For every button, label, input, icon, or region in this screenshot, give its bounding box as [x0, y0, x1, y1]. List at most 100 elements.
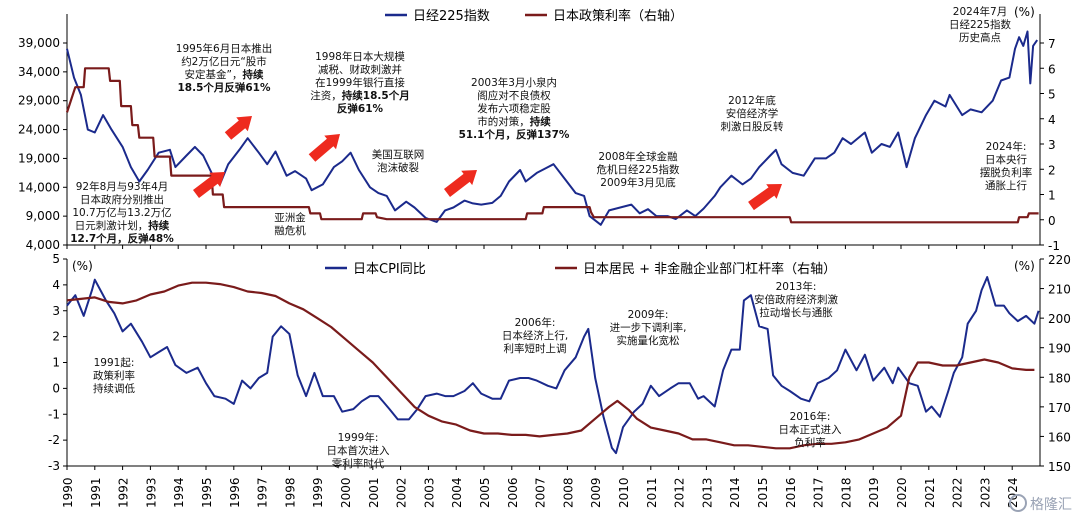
- arrow-icon: [748, 184, 782, 211]
- right-tick-label: 170: [1048, 401, 1071, 415]
- annotation-line: 2016年:: [790, 410, 831, 423]
- watermark: 格隆汇: [1009, 494, 1072, 514]
- x-tick-label: 1997: [256, 477, 270, 508]
- series-line-bottom-0: [66, 276, 1040, 455]
- annotation-a8: 2024年:日本央行摆脱负利率通胀上行: [980, 140, 1033, 192]
- watermark-logo-icon: [1009, 494, 1027, 512]
- annotation-line: 1995年6月日本推出: [176, 42, 272, 55]
- left-tick-label: 5: [52, 252, 60, 266]
- x-tick-label: 2021: [923, 477, 937, 508]
- annotation-line: 摆脱负利率: [980, 166, 1033, 179]
- right-tick-label: 4: [1048, 113, 1056, 127]
- x-tick-label: 2007: [534, 477, 548, 508]
- annotation-line: 安定基金”，持续: [185, 68, 264, 81]
- right-tick-label: 0: [1048, 214, 1056, 228]
- annotation-line: 利率短时上调: [504, 342, 567, 355]
- left-tick-label: 3: [52, 304, 60, 318]
- left-tick-label: 4,000: [26, 238, 60, 252]
- x-tick-label: 1990: [61, 477, 75, 508]
- annotation-line: 1991起:: [94, 357, 135, 369]
- annotation-line: 日本经济上行,: [502, 329, 568, 342]
- x-tick-label: 2016: [784, 477, 798, 508]
- annotation-line: 实施量化宽松: [617, 334, 680, 347]
- x-tick-label: 2014: [728, 477, 742, 508]
- left-tick-label: 14,000: [18, 180, 60, 194]
- x-tick-label: 2022: [951, 477, 965, 508]
- annotation-segment: 安定基金”，: [185, 68, 243, 81]
- annotation-a10: 亚洲金融危机: [274, 211, 306, 237]
- left-axis-unit: (%): [72, 259, 93, 273]
- annotation-line: 持续调低: [93, 382, 135, 395]
- annotation-line: 负利率: [794, 436, 826, 449]
- annotation-line: 日本央行: [985, 153, 1027, 166]
- x-tick-label: 1994: [172, 477, 186, 508]
- right-tick-label: -1: [1048, 239, 1060, 253]
- annotation-line: 1998年日本大规模: [315, 50, 405, 63]
- annotation-line: 拉动增长与通胀: [759, 306, 833, 319]
- left-tick-label: 19,000: [18, 151, 60, 165]
- left-tick-label: 2: [52, 330, 60, 344]
- annotation-line: 18.5个月反弹61%: [177, 81, 271, 94]
- left-tick-label: 34,000: [18, 65, 60, 79]
- x-tick-label: 2004: [450, 477, 464, 508]
- x-tick-label: 1996: [228, 477, 242, 508]
- x-tick-label: 2015: [756, 477, 770, 508]
- annotation-line: 2012年底: [728, 94, 776, 107]
- annotation-line: 进一步下调利率,: [610, 321, 687, 334]
- chart-panel-bottom: 543210-1-2-3220210200190180170160150(%)(…: [48, 252, 1071, 474]
- annotation-segment: 市的对策，: [477, 115, 530, 128]
- left-tick-label: 29,000: [18, 94, 60, 108]
- annotation-line: 在1999年银行直接: [315, 76, 405, 89]
- annotation-b1: 1991起:政策利率持续调低: [93, 357, 135, 395]
- x-tick-label: 1991: [89, 477, 103, 508]
- annotation-b3: 2006年:日本经济上行,利率短时上调: [502, 316, 568, 355]
- annotation-line: 发布六项稳定股: [477, 102, 551, 115]
- annotation-line: 2008年全球金融: [598, 150, 678, 163]
- x-tick-label: 2009: [589, 477, 603, 508]
- right-tick-label: 6: [1048, 62, 1056, 76]
- annotation-line: 历史高点: [959, 31, 1001, 44]
- left-tick-label: 0: [52, 381, 60, 395]
- annotation-line: 阁应对不良债权: [477, 89, 551, 102]
- right-tick-label: 2: [1048, 163, 1056, 177]
- x-tick-label: 2023: [978, 477, 992, 508]
- annotation-segment: 日元刺激计划，: [75, 219, 149, 232]
- x-tick-label: 2003: [422, 477, 436, 508]
- annotation-a9: 美国互联网泡沫破裂: [372, 148, 425, 174]
- left-tick-label: -3: [48, 459, 60, 473]
- annotation-segment-bold: 持续: [242, 68, 263, 81]
- annotation-b6: 2016年:日本正式进入负利率: [779, 410, 842, 449]
- right-tick-label: 7: [1048, 37, 1056, 51]
- annotation-b5: 2013年:安倍政府经济刺激拉动增长与通胀: [754, 280, 838, 319]
- x-tick-label: 2013: [700, 477, 714, 508]
- annotation-line: 2024年:: [986, 140, 1027, 153]
- watermark-text: 格隆汇: [1030, 497, 1072, 513]
- right-tick-label: 150: [1048, 460, 1071, 474]
- annotation-line: 2006年:: [515, 316, 556, 329]
- annotation-line: 日本正式进入: [779, 423, 842, 436]
- right-tick-label: 1: [1048, 189, 1056, 203]
- x-tick-label: 1998: [283, 477, 297, 508]
- x-tick-label: 2012: [673, 477, 687, 508]
- annotation-segment-bold: 持续18.5个月: [342, 89, 410, 102]
- right-tick-label: 220: [1048, 253, 1071, 267]
- legend-label: 日本政策利率（右轴）: [553, 8, 683, 24]
- series-line-bottom-1: [66, 281, 1035, 450]
- right-tick-label: 3: [1048, 138, 1056, 152]
- x-tick-label: 2010: [617, 477, 631, 508]
- annotation-a1: 92年8月与93年4月日本政府分别推出 10.7万亿与13.2万亿日元刺激计划，持…: [70, 180, 174, 245]
- annotation-line: 反弹61%: [337, 102, 384, 115]
- right-tick-label: 190: [1048, 342, 1071, 356]
- annotation-line: 2013年:: [776, 280, 817, 293]
- right-tick-label: 210: [1048, 283, 1071, 297]
- annotation-line: 泡沫破裂: [377, 161, 419, 174]
- annotation-line: 刺激日股反转: [721, 120, 784, 133]
- series-line-top-1: [65, 67, 1039, 224]
- annotation-line: 约2万亿日元“股市: [181, 55, 267, 68]
- annotation-b4: 2009年:进一步下调利率,实施量化宽松: [610, 308, 687, 347]
- annotation-segment: 注资，: [310, 89, 342, 102]
- annotation-line: 日经225指数: [949, 18, 1012, 31]
- annotation-line: 日元刺激计划，持续: [75, 219, 170, 232]
- left-tick-label: 9,000: [26, 209, 60, 223]
